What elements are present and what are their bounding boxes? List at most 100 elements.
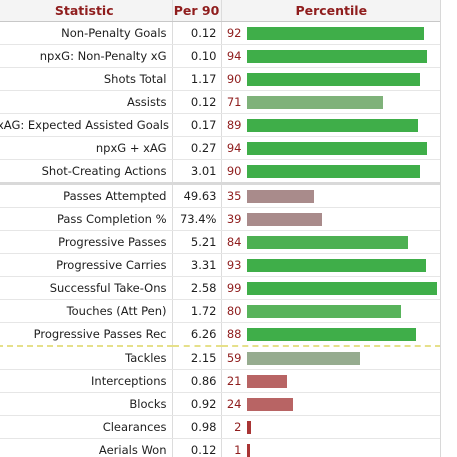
percentile-bar: [246, 444, 250, 457]
percentile-cell: 21: [221, 369, 441, 393]
per90-value: 0.27: [172, 136, 222, 160]
percentile-value: 2: [234, 420, 242, 434]
stat-name: Clearances: [0, 415, 173, 439]
percentile-cell: 94: [221, 44, 441, 68]
table-header-row: Statistic Per 90 Percentile: [0, 0, 441, 22]
stat-name: Tackles: [0, 345, 173, 370]
table-row: npxG: Non-Penalty xG 0.10 94: [0, 44, 441, 68]
percentile-value: 94: [226, 49, 242, 63]
percentile-bar: [246, 398, 293, 411]
table-row: xAG: Expected Assisted Goals 0.17 89: [0, 113, 441, 137]
stat-name: Assists: [0, 90, 173, 114]
stat-name: Passes Attempted: [0, 182, 173, 208]
table-body: Non-Penalty Goals 0.12 92 npxG: Non-Penalty…: [0, 21, 441, 457]
per90-value: 0.86: [172, 369, 222, 393]
percentile-bar: [246, 305, 401, 318]
per90-value: 1.72: [172, 299, 222, 323]
per90-value: 0.12: [172, 21, 222, 45]
percentile-cell: 93: [221, 253, 441, 277]
percentile-value: 88: [226, 327, 242, 341]
percentile-value: 99: [226, 281, 242, 295]
table-row: Touches (Att Pen) 1.72 80: [0, 299, 441, 323]
percentile-cell: 88: [221, 322, 441, 347]
percentile-cell: 92: [221, 21, 441, 45]
per90-value: 2.58: [172, 276, 222, 300]
percentile-cell: 24: [221, 392, 441, 416]
percentile-value: 94: [226, 141, 242, 155]
percentile-cell: 94: [221, 136, 441, 160]
percentile-bar: [246, 165, 420, 178]
per90-value: 1.17: [172, 67, 222, 91]
percentile-bar: [246, 259, 426, 272]
table-row: Blocks 0.92 24: [0, 392, 441, 416]
percentile-bar: [246, 236, 408, 249]
percentile-value: 92: [226, 26, 242, 40]
percentile-cell: 35: [221, 182, 441, 208]
stat-name: Shots Total: [0, 67, 173, 91]
percentile-value: 24: [226, 397, 242, 411]
scouting-table: Statistic Per 90 Percentile Non-Penalty …: [0, 0, 441, 457]
per90-value: 0.12: [172, 438, 222, 457]
percentile-cell: 1: [221, 438, 441, 457]
stat-name: Aerials Won: [0, 438, 173, 457]
per90-value: 3.01: [172, 159, 222, 184]
table-row: Progressive Passes Rec 6.26 88: [0, 322, 441, 347]
table-row: Interceptions 0.86 21: [0, 369, 441, 393]
percentile-value: 39: [226, 212, 242, 226]
table-row: Pass Completion % 73.4% 39: [0, 207, 441, 231]
stat-name: Successful Take-Ons: [0, 276, 173, 300]
percentile-bar: [246, 375, 287, 388]
stat-name: Touches (Att Pen): [0, 299, 173, 323]
percentile-bar: [246, 282, 437, 295]
table-right-border: [440, 0, 441, 457]
per90-value: 5.21: [172, 230, 222, 254]
percentile-cell: 80: [221, 299, 441, 323]
percentile-cell: 39: [221, 207, 441, 231]
percentile-cell: 59: [221, 345, 441, 370]
per90-value: 0.98: [172, 415, 222, 439]
table-row: Clearances 0.98 2: [0, 415, 441, 439]
percentile-bar: [246, 421, 251, 434]
table-row: Progressive Passes 5.21 84: [0, 230, 441, 254]
percentile-bar: [246, 213, 322, 226]
percentile-cell: 89: [221, 113, 441, 137]
table-row: Assists 0.12 71: [0, 90, 441, 114]
percentile-bar: [246, 328, 416, 341]
percentile-bar: [246, 119, 418, 132]
per90-value: 3.31: [172, 253, 222, 277]
percentile-bar: [246, 50, 427, 63]
table-row: Aerials Won 0.12 1: [0, 438, 441, 457]
per90-value: 2.15: [172, 345, 222, 370]
percentile-cell: 90: [221, 67, 441, 91]
stat-name: Blocks: [0, 392, 173, 416]
percentile-bar: [246, 352, 360, 365]
table-row: Tackles 2.15 59: [0, 345, 441, 370]
stat-name: npxG + xAG: [0, 136, 173, 160]
stat-name: Interceptions: [0, 369, 173, 393]
header-statistic[interactable]: Statistic: [0, 0, 173, 22]
percentile-value: 84: [226, 235, 242, 249]
percentile-bar: [246, 27, 424, 40]
percentile-bar: [246, 142, 427, 155]
percentile-value: 35: [226, 189, 242, 203]
percentile-cell: 90: [221, 159, 441, 184]
percentile-bar: [246, 73, 420, 86]
stat-name: Progressive Passes: [0, 230, 173, 254]
table-row: Shot-Creating Actions 3.01 90: [0, 159, 441, 184]
header-per90[interactable]: Per 90: [172, 0, 222, 22]
percentile-value: 90: [226, 164, 242, 178]
table-row: Non-Penalty Goals 0.12 92: [0, 21, 441, 45]
percentile-value: 71: [226, 95, 242, 109]
header-percentile[interactable]: Percentile: [221, 0, 441, 22]
stat-name: npxG: Non-Penalty xG: [0, 44, 173, 68]
table-row: Successful Take-Ons 2.58 99: [0, 276, 441, 300]
per90-value: 0.10: [172, 44, 222, 68]
percentile-cell: 71: [221, 90, 441, 114]
table-row: Shots Total 1.17 90: [0, 67, 441, 91]
percentile-value: 21: [226, 374, 242, 388]
percentile-cell: 99: [221, 276, 441, 300]
percentile-value: 80: [226, 304, 242, 318]
per90-value: 73.4%: [172, 207, 222, 231]
stat-name: Progressive Passes Rec: [0, 322, 173, 347]
